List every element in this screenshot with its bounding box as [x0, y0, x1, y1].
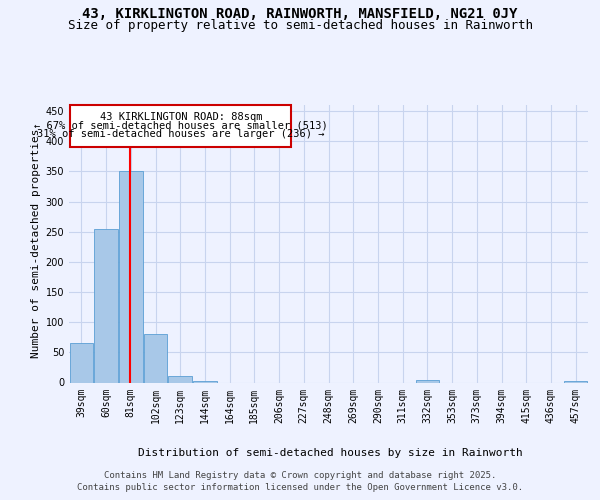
Text: 43 KIRKLINGTON ROAD: 88sqm: 43 KIRKLINGTON ROAD: 88sqm [100, 112, 262, 122]
Bar [564, 380, 587, 382]
Text: 31% of semi-detached houses are larger (236) →: 31% of semi-detached houses are larger (… [37, 128, 325, 138]
Bar [169, 376, 192, 382]
Text: ← 67% of semi-detached houses are smaller (513): ← 67% of semi-detached houses are smalle… [34, 120, 328, 130]
Bar [144, 334, 167, 382]
Bar [193, 380, 217, 382]
Bar [94, 228, 118, 382]
Text: Size of property relative to semi-detached houses in Rainworth: Size of property relative to semi-detach… [67, 18, 533, 32]
Text: Contains HM Land Registry data © Crown copyright and database right 2025.: Contains HM Land Registry data © Crown c… [104, 472, 496, 480]
Bar [70, 344, 93, 382]
Bar [416, 380, 439, 382]
Text: Contains public sector information licensed under the Open Government Licence v3: Contains public sector information licen… [77, 483, 523, 492]
Y-axis label: Number of semi-detached properties: Number of semi-detached properties [31, 129, 41, 358]
Bar [119, 172, 143, 382]
Text: 43, KIRKLINGTON ROAD, RAINWORTH, MANSFIELD, NG21 0JY: 43, KIRKLINGTON ROAD, RAINWORTH, MANSFIE… [82, 8, 518, 22]
Text: Distribution of semi-detached houses by size in Rainworth: Distribution of semi-detached houses by … [137, 448, 523, 458]
Bar [70, 105, 292, 147]
